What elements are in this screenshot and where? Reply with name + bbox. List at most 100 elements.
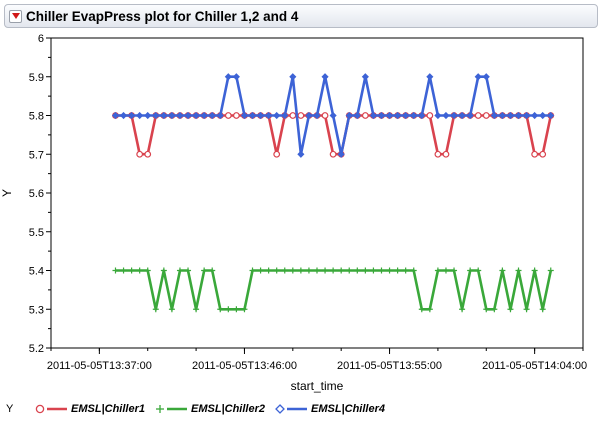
data-point-chiller1 bbox=[136, 150, 144, 158]
data-point-chiller2 bbox=[410, 267, 417, 274]
data-point-chiller2 bbox=[442, 267, 449, 274]
data-point-chiller4 bbox=[289, 73, 297, 81]
data-point-chiller4 bbox=[144, 111, 152, 120]
data-point-chiller2 bbox=[217, 306, 224, 313]
data-point-chiller1 bbox=[273, 150, 281, 158]
data-point-chiller2 bbox=[394, 267, 401, 274]
data-point-chiller4 bbox=[434, 111, 442, 120]
data-point-chiller4 bbox=[297, 150, 305, 158]
data-point-chiller2 bbox=[483, 306, 490, 313]
data-point-chiller4 bbox=[224, 73, 232, 81]
data-point-chiller2 bbox=[459, 306, 466, 313]
data-point-chiller2 bbox=[322, 267, 329, 274]
data-point-chiller4 bbox=[337, 150, 345, 158]
data-point-chiller1 bbox=[539, 150, 547, 158]
data-point-chiller4 bbox=[547, 111, 555, 120]
data-point-chiller2 bbox=[499, 267, 506, 274]
data-point-chiller4 bbox=[539, 111, 547, 120]
data-point-chiller2 bbox=[176, 267, 183, 274]
data-point-chiller2 bbox=[201, 267, 208, 274]
data-point-chiller1 bbox=[289, 112, 297, 119]
data-point-chiller2 bbox=[160, 267, 167, 274]
data-point-chiller4 bbox=[394, 111, 402, 120]
y-tick-label: 5.3 bbox=[29, 304, 44, 316]
data-point-chiller4 bbox=[369, 111, 377, 120]
data-point-chiller1 bbox=[144, 150, 152, 158]
data-point-chiller2 bbox=[257, 267, 264, 274]
legend-label-chiller2: EMSL|Chiller2 bbox=[191, 403, 265, 415]
data-point-chiller2 bbox=[330, 267, 337, 274]
data-point-chiller4 bbox=[474, 73, 482, 81]
data-point-chiller4 bbox=[281, 111, 289, 120]
data-point-chiller1 bbox=[442, 150, 450, 158]
legend-entry-chiller1[interactable]: EMSL|Chiller1 bbox=[34, 401, 145, 417]
data-point-chiller4 bbox=[402, 111, 410, 120]
x-tick-label: 2011-05-05T14:04:00 bbox=[482, 360, 587, 372]
data-point-chiller2 bbox=[225, 306, 232, 313]
data-point-chiller2 bbox=[362, 267, 369, 274]
data-point-chiller4 bbox=[353, 111, 361, 120]
data-point-chiller2 bbox=[418, 306, 425, 313]
plot-frame bbox=[50, 37, 584, 349]
data-point-chiller4 bbox=[128, 111, 136, 120]
data-point-chiller4 bbox=[418, 111, 426, 120]
data-point-chiller4 bbox=[498, 111, 506, 120]
data-point-chiller1 bbox=[321, 112, 329, 119]
legend-diamond-marker-icon bbox=[275, 404, 307, 414]
data-point-chiller2 bbox=[193, 306, 200, 313]
legend-y-label: Y bbox=[6, 403, 14, 415]
data-point-chiller2 bbox=[338, 267, 345, 274]
data-point-chiller2 bbox=[346, 267, 353, 274]
data-point-chiller4 bbox=[442, 111, 450, 120]
data-point-chiller1 bbox=[361, 112, 369, 119]
data-point-chiller2 bbox=[467, 267, 474, 274]
data-point-chiller2 bbox=[386, 267, 393, 274]
data-point-chiller1 bbox=[329, 150, 337, 158]
data-point-chiller2 bbox=[136, 267, 143, 274]
data-point-chiller2 bbox=[289, 267, 296, 274]
data-point-chiller4 bbox=[361, 73, 369, 81]
data-point-chiller2 bbox=[233, 306, 240, 313]
x-tick-label: 2011-05-05T13:46:00 bbox=[192, 360, 297, 372]
data-point-chiller4 bbox=[119, 111, 128, 120]
data-point-chiller2 bbox=[515, 267, 522, 274]
data-point-chiller2 bbox=[297, 267, 304, 274]
y-tick-label: 5.2 bbox=[29, 343, 44, 355]
data-point-chiller2 bbox=[241, 306, 248, 313]
y-tick-label: 5.4 bbox=[29, 266, 44, 278]
data-point-chiller2 bbox=[547, 267, 554, 274]
data-point-chiller4 bbox=[232, 73, 240, 81]
report-title-bar: Chiller EvapPress plot for Chiller 1,2 a… bbox=[4, 4, 598, 28]
data-point-chiller4 bbox=[329, 111, 337, 120]
data-point-chiller4 bbox=[385, 111, 394, 120]
data-point-chiller4 bbox=[523, 111, 531, 120]
data-point-chiller2 bbox=[120, 267, 127, 274]
data-point-chiller2 bbox=[378, 267, 385, 274]
data-point-chiller1 bbox=[426, 112, 434, 119]
data-point-chiller2 bbox=[152, 306, 159, 313]
data-point-chiller4 bbox=[490, 111, 498, 120]
legend-plus-marker-icon bbox=[156, 405, 187, 413]
data-point-chiller2 bbox=[434, 267, 441, 274]
x-tick-label: 2011-05-05T13:55:00 bbox=[337, 360, 442, 372]
legend-entry-chiller4[interactable]: EMSL|Chiller4 bbox=[274, 401, 385, 417]
y-axis-title: Y bbox=[0, 189, 14, 197]
y-tick-label: 6 bbox=[38, 33, 44, 45]
data-point-chiller4 bbox=[482, 73, 490, 81]
data-point-chiller4 bbox=[313, 111, 321, 120]
legend-circle-marker-icon bbox=[35, 404, 67, 414]
data-point-chiller1 bbox=[531, 150, 539, 158]
data-point-chiller1 bbox=[297, 112, 305, 119]
data-point-chiller2 bbox=[451, 267, 458, 274]
legend-label-chiller4: EMSL|Chiller4 bbox=[311, 403, 385, 415]
disclosure-menu-icon[interactable] bbox=[9, 9, 22, 23]
data-point-chiller4 bbox=[506, 111, 515, 120]
data-point-chiller4 bbox=[184, 111, 192, 120]
y-tick-label: 5.6 bbox=[29, 188, 44, 200]
data-point-chiller4 bbox=[248, 111, 257, 120]
data-point-chiller4 bbox=[410, 111, 418, 120]
data-point-chiller2 bbox=[185, 267, 192, 274]
data-point-chiller1 bbox=[482, 112, 490, 119]
data-point-chiller4 bbox=[321, 73, 329, 81]
legend-entry-chiller2[interactable]: EMSL|Chiller2 bbox=[154, 401, 265, 417]
